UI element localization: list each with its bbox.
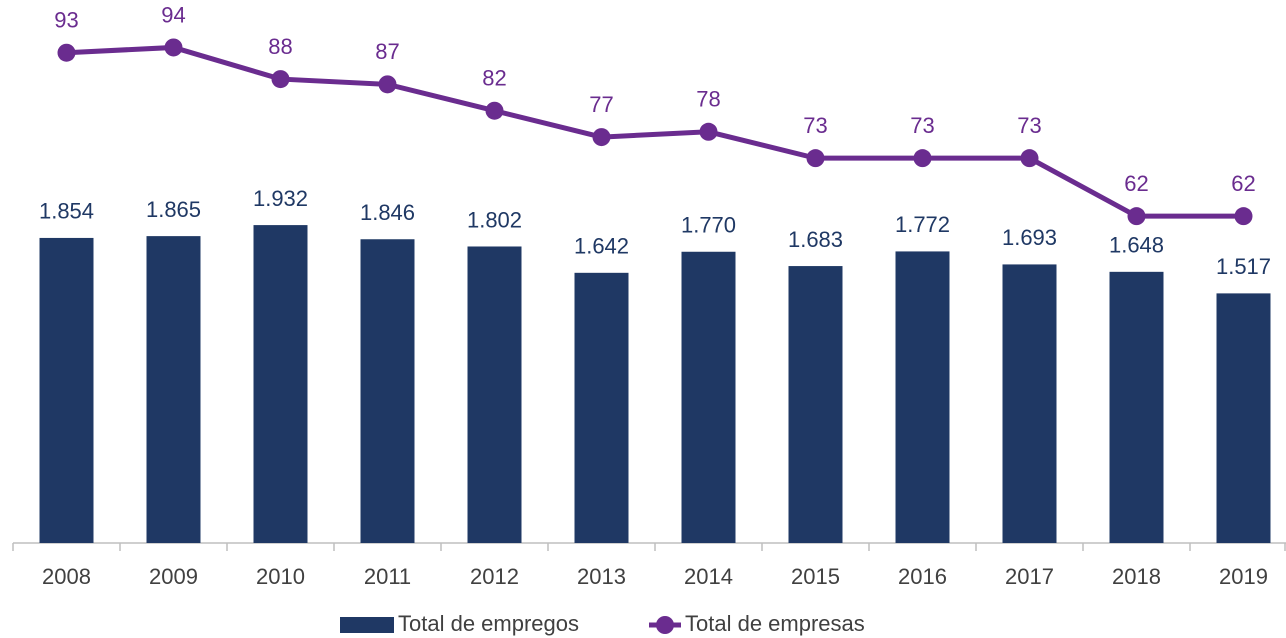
line-point <box>806 149 825 168</box>
bar-value-label: 1.517 <box>1216 254 1271 279</box>
line-point <box>164 38 183 57</box>
line-value-label: 78 <box>696 87 720 112</box>
x-tick-label: 2019 <box>1219 564 1268 589</box>
line-value-label: 87 <box>375 39 399 64</box>
x-tick-label: 2013 <box>577 564 626 589</box>
line <box>66 44 1244 219</box>
line-value-label: 94 <box>161 2 185 27</box>
line-point <box>485 101 504 120</box>
line-point <box>1127 207 1146 226</box>
line-value-label: 88 <box>268 34 292 59</box>
x-tick-label: 2018 <box>1112 564 1161 589</box>
bar-value-label: 1.932 <box>253 186 308 211</box>
bar-value-label: 1.772 <box>895 212 950 237</box>
line-point <box>271 70 290 89</box>
x-tick-label: 2015 <box>791 564 840 589</box>
line-value-label: 73 <box>910 113 934 138</box>
bar <box>1216 293 1271 543</box>
x-tick-label: 2010 <box>256 564 305 589</box>
bar <box>1109 271 1164 543</box>
line-point <box>1234 207 1253 226</box>
bar <box>574 272 629 543</box>
bar <box>895 251 950 543</box>
bar-value-label: 1.802 <box>467 207 522 232</box>
line-value-label: 62 <box>1231 171 1255 196</box>
bar-value-label: 1.854 <box>39 199 94 224</box>
bar <box>467 246 522 544</box>
bar-value-label: 1.770 <box>681 213 736 238</box>
legend-label: Total de empregos <box>398 611 579 636</box>
line-value-label: 73 <box>1017 113 1041 138</box>
legend-marker <box>656 616 674 634</box>
line-value-label: 62 <box>1124 171 1148 196</box>
bar-value-label: 1.846 <box>360 200 415 225</box>
line-point <box>378 75 397 94</box>
line-value-label: 93 <box>54 8 78 33</box>
bar <box>39 237 94 543</box>
line-point <box>1020 149 1039 168</box>
line-point <box>57 43 76 62</box>
x-tick-label: 2016 <box>898 564 947 589</box>
bar-value-label: 1.693 <box>1002 225 1057 250</box>
x-tick-label: 2008 <box>42 564 91 589</box>
bar-value-label: 1.648 <box>1109 233 1164 258</box>
bar <box>360 239 415 543</box>
line-value-label: 82 <box>482 66 506 91</box>
bar-value-label: 1.683 <box>788 227 843 252</box>
bar-value-label: 1.642 <box>574 234 629 259</box>
x-tick-label: 2011 <box>364 564 411 589</box>
bar <box>1002 264 1057 543</box>
line-value-label: 73 <box>803 113 827 138</box>
bar <box>253 225 308 543</box>
bar <box>681 251 736 543</box>
x-tick-label: 2017 <box>1005 564 1054 589</box>
line-point <box>699 122 718 141</box>
x-tick-label: 2014 <box>684 564 733 589</box>
bar-value-label: 1.865 <box>146 197 201 222</box>
legend-swatch <box>340 617 394 633</box>
bar <box>146 236 201 543</box>
line-point <box>913 149 932 168</box>
x-tick-label: 2009 <box>149 564 198 589</box>
legend-label: Total de empresas <box>685 611 865 636</box>
line-value-label: 77 <box>589 92 613 117</box>
line-point <box>592 128 611 147</box>
x-tick-label: 2012 <box>470 564 519 589</box>
bar <box>788 266 843 543</box>
